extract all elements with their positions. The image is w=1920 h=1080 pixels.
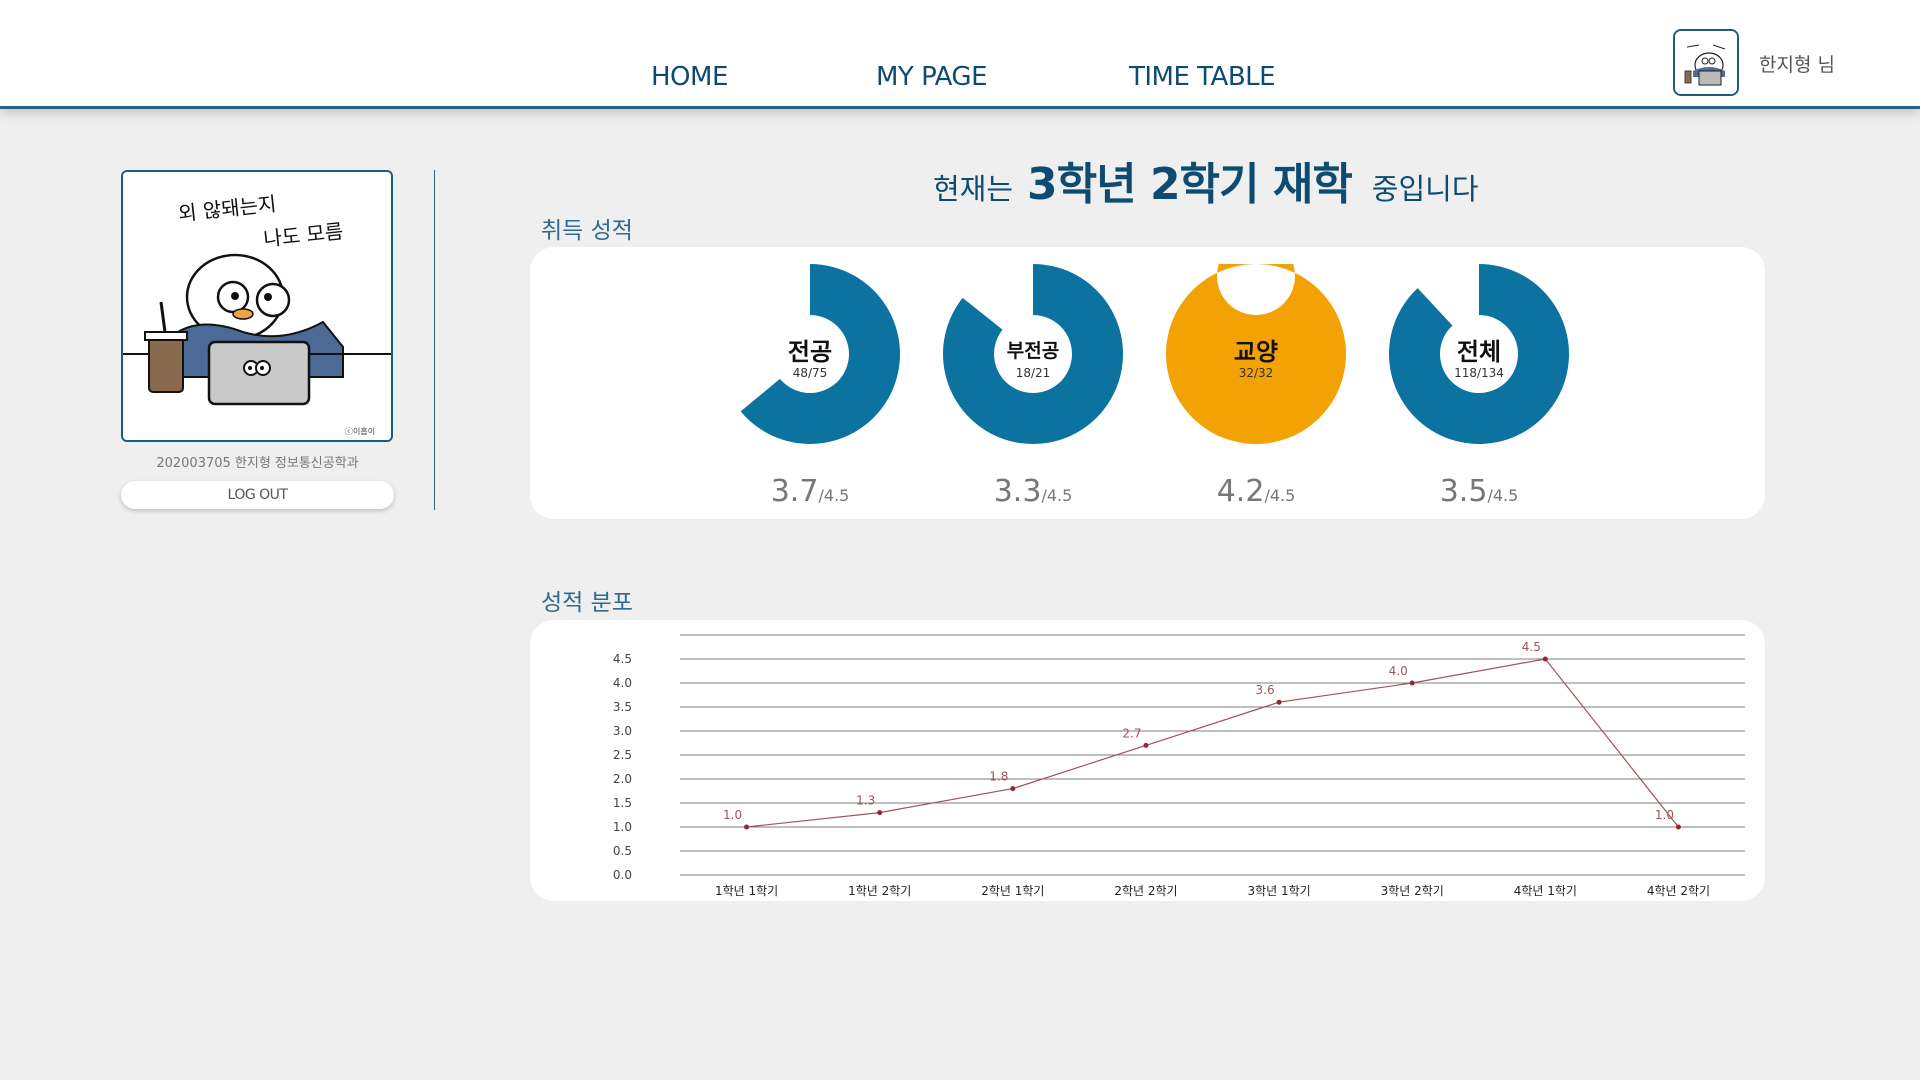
donut-major: 전공 48/75 3.7/4.5 <box>720 264 900 509</box>
top-header: HOME MY PAGE TIME TABLE 한지형 님 <box>0 0 1920 109</box>
gpa-number: 3.7 <box>770 474 819 509</box>
penguin-avatar-icon <box>1675 31 1737 94</box>
data-point <box>1409 680 1415 686</box>
x-tick-label: 3학년 2학기 <box>1381 884 1444 898</box>
donut-arc-major <box>740 264 900 444</box>
gpa-value: 3.3/4.5 <box>943 474 1123 509</box>
credits-section-title: 취득 성적 <box>541 218 633 244</box>
gpa-max: /4.5 <box>1264 486 1296 505</box>
y-tick-label: 1.0 <box>613 820 632 834</box>
data-point <box>1675 824 1681 830</box>
donut-total: 전체 118/134 3.5/4.5 <box>1389 264 1569 509</box>
status-prefix: 현재는 <box>933 172 1014 206</box>
donut-chart <box>740 264 900 444</box>
data-label: 1.0 <box>723 808 742 822</box>
x-tick-label: 3학년 1학기 <box>1247 884 1310 898</box>
donut-label: 부전공 <box>1006 340 1060 362</box>
donut-liberal-arts: 교양 32/32 4.2/4.5 <box>1166 264 1346 509</box>
y-tick-label: 0.0 <box>613 868 632 882</box>
x-tick-label: 4학년 1학기 <box>1514 884 1577 898</box>
donut-label: 교양 <box>1233 338 1279 366</box>
gpa-value: 4.2/4.5 <box>1166 474 1346 509</box>
x-tick-label: 2학년 2학기 <box>1114 884 1177 898</box>
donut-ratio: 18/21 <box>1015 366 1051 380</box>
nav-time-table[interactable]: TIME TABLE <box>1129 62 1276 92</box>
data-label: 2.7 <box>1122 726 1141 740</box>
data-label: 4.0 <box>1389 664 1408 678</box>
y-tick-label: 3.5 <box>613 700 632 714</box>
data-point <box>877 810 883 816</box>
grade-line-chart: 0.0 0.5 1.0 1.5 2.0 2.5 3.0 3.5 4.0 4.5 1학년 1학기 1학년… <box>613 634 1745 898</box>
distribution-section-title: 성적 분포 <box>541 590 633 616</box>
y-tick-label: 1.5 <box>613 796 632 810</box>
status-suffix: 중입니다 <box>1371 172 1479 206</box>
y-tick-label: 2.5 <box>613 748 632 762</box>
y-tick-label: 0.5 <box>613 844 632 858</box>
data-label: 4.5 <box>1522 640 1541 654</box>
donut-ratio: 48/75 <box>792 366 828 380</box>
nav-home[interactable]: HOME <box>651 62 728 92</box>
donut-label: 전체 <box>1456 338 1502 366</box>
y-tick-label: 4.0 <box>613 676 632 690</box>
gpa-max: /4.5 <box>1487 486 1519 505</box>
gpa-max: /4.5 <box>818 486 850 505</box>
donut-arc-liberal-arts <box>1166 264 1346 444</box>
donut-ratio: 32/32 <box>1238 366 1274 380</box>
status-highlight: 3학년 2학기 재학 <box>1027 159 1353 210</box>
donut-chart <box>1166 264 1346 444</box>
student-info: 202003705 한지형 정보통신공학과 <box>156 456 359 471</box>
gpa-max: /4.5 <box>1041 486 1073 505</box>
distribution-card: 0.0 0.5 1.0 1.5 2.0 2.5 3.0 3.5 4.0 4.5 1학년 1학기 1학년… <box>530 620 1765 901</box>
donut-arc-minor <box>943 264 1123 444</box>
y-tick-label: 3.0 <box>613 724 632 738</box>
data-point <box>1010 786 1016 792</box>
data-point <box>1542 656 1548 662</box>
data-label: 1.8 <box>989 770 1008 784</box>
x-tick-label: 1학년 2학기 <box>848 884 911 898</box>
data-point <box>1276 699 1282 705</box>
donut-chart <box>943 264 1123 444</box>
x-tick-label: 2학년 1학기 <box>981 884 1044 898</box>
gpa-number: 3.5 <box>1439 474 1488 509</box>
data-label: 1.3 <box>856 794 875 808</box>
enrollment-status: 현재는 3학년 2학기 재학 중입니다 <box>933 148 1479 210</box>
nav-my-page[interactable]: MY PAGE <box>876 62 988 92</box>
sidebar-divider <box>434 170 435 510</box>
data-point <box>744 824 750 830</box>
gpa-number: 4.2 <box>1216 474 1265 509</box>
donut-ratio: 118/134 <box>1454 366 1504 380</box>
data-label: 3.6 <box>1256 683 1275 697</box>
x-tick-label: 4학년 2학기 <box>1647 884 1710 898</box>
y-tick-label: 4.5 <box>613 652 632 666</box>
gpa-value: 3.5/4.5 <box>1389 474 1569 509</box>
user-greeting: 한지형 님 <box>1759 54 1835 76</box>
y-tick-label: 2.0 <box>613 772 632 786</box>
donut-minor: 부전공 18/21 3.3/4.5 <box>943 264 1123 509</box>
data-point <box>1143 742 1149 748</box>
penguin-laptop-icon: 외 않돼는지 나도 모름 ⓒ이흡이 <box>123 172 391 440</box>
header-avatar[interactable] <box>1673 29 1739 96</box>
x-tick-label: 1학년 1학기 <box>715 884 778 898</box>
svg-text:ⓒ이흡이: ⓒ이흡이 <box>345 426 375 436</box>
series-line <box>746 658 1679 828</box>
donut-arc-total <box>1389 264 1569 444</box>
data-label: 1.0 <box>1655 808 1674 822</box>
logout-button[interactable]: LOG OUT <box>121 481 394 509</box>
credits-card: 전공 48/75 3.7/4.5 부전공 18/21 3.3/4.5 교양 32… <box>530 247 1765 519</box>
donut-chart <box>1389 264 1569 444</box>
gpa-value: 3.7/4.5 <box>720 474 900 509</box>
gpa-number: 3.3 <box>993 474 1042 509</box>
profile-image: 외 않돼는지 나도 모름 ⓒ이흡이 <box>121 170 393 442</box>
donut-label: 전공 <box>787 338 833 366</box>
